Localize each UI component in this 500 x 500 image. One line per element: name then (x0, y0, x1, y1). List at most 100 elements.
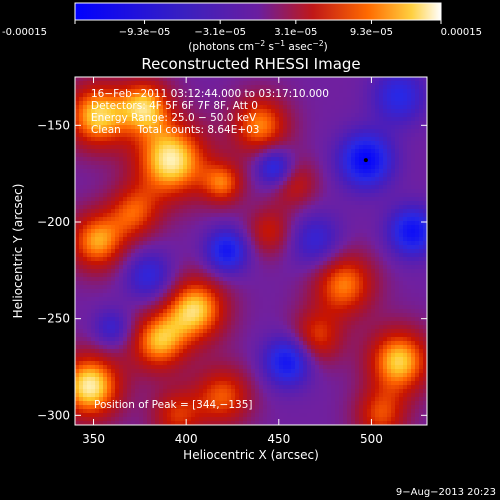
heatmap-cell (131, 189, 136, 194)
heatmap-cell (271, 97, 276, 102)
heatmap-cell (319, 293, 324, 298)
heatmap-cell (203, 289, 208, 294)
heatmap-cell (203, 241, 208, 246)
heatmap-cell (187, 193, 192, 198)
heatmap-cell (79, 273, 84, 278)
heatmap-cell (207, 121, 212, 126)
heatmap-cell (267, 157, 272, 162)
heatmap-cell (379, 81, 384, 86)
heatmap-cell (387, 225, 392, 230)
heatmap-cell (343, 161, 348, 166)
heatmap-cell (187, 125, 192, 130)
heatmap-cell (211, 149, 216, 154)
heatmap-cell (143, 133, 148, 138)
heatmap-cell (171, 153, 176, 158)
heatmap-cell (147, 121, 152, 126)
heatmap-cell (123, 225, 128, 230)
heatmap-cell (171, 285, 176, 290)
heatmap-cell (327, 185, 332, 190)
heatmap-cell (415, 217, 420, 222)
heatmap-cell (355, 257, 360, 262)
heatmap-cell (207, 149, 212, 154)
heatmap-cell (407, 193, 412, 198)
heatmap-cell (423, 245, 427, 250)
heatmap-cell (375, 85, 380, 90)
heatmap-cell (231, 253, 236, 258)
heatmap-cell (367, 185, 372, 190)
heatmap-cell (127, 249, 132, 254)
heatmap-cell (415, 201, 420, 206)
heatmap-cell (319, 225, 324, 230)
heatmap-cell (159, 221, 164, 226)
heatmap-cell (111, 125, 116, 130)
heatmap-cell (91, 141, 96, 146)
heatmap-cell (327, 161, 332, 166)
heatmap-cell (239, 237, 244, 242)
heatmap-cell (387, 281, 392, 286)
heatmap-cell (83, 225, 88, 230)
heatmap-cell (111, 117, 116, 122)
heatmap-cell (355, 113, 360, 118)
heatmap-cell (403, 285, 408, 290)
heatmap-cell (79, 269, 84, 274)
heatmap-cell (419, 77, 424, 82)
heatmap-cell (191, 245, 196, 250)
heatmap-cell (411, 225, 416, 230)
heatmap-cell (119, 197, 124, 202)
heatmap-cell (87, 109, 92, 114)
heatmap-cell (395, 165, 400, 170)
heatmap-cell (419, 281, 424, 286)
heatmap-cell (411, 269, 416, 274)
heatmap-cell (215, 129, 220, 134)
heatmap-cell (155, 273, 160, 278)
heatmap-cell (311, 117, 316, 122)
heatmap-cell (351, 241, 356, 246)
heatmap-cell (299, 157, 304, 162)
heatmap-cell (147, 261, 152, 266)
heatmap-cell (75, 237, 80, 242)
heatmap-cell (363, 149, 368, 154)
heatmap-cell (127, 285, 132, 290)
heatmap-cell (407, 273, 412, 278)
heatmap-cell (199, 233, 204, 238)
heatmap-cell (395, 261, 400, 266)
heatmap-cell (159, 129, 164, 134)
heatmap-cell (219, 221, 224, 226)
heatmap-cell (219, 93, 224, 98)
heatmap-cell (215, 145, 220, 150)
heatmap-cell (199, 273, 204, 278)
heatmap-cell (227, 97, 232, 102)
heatmap-cell (383, 237, 388, 242)
heatmap-cell (343, 169, 348, 174)
heatmap-cell (75, 257, 80, 262)
heatmap-cell (171, 277, 176, 282)
heatmap-cell (395, 293, 400, 298)
heatmap-cell (227, 213, 232, 218)
heatmap-cell (379, 101, 384, 106)
heatmap-cell (347, 89, 352, 94)
heatmap-cell (279, 181, 284, 186)
heatmap-cell (127, 277, 132, 282)
heatmap-cell (359, 105, 364, 110)
heatmap-cell (167, 249, 172, 254)
heatmap-cell (255, 269, 260, 274)
heatmap-cell (283, 237, 288, 242)
heatmap-cell (371, 209, 376, 214)
heatmap-cell (335, 121, 340, 126)
heatmap-cell (275, 201, 280, 206)
heatmap-cell (367, 217, 372, 222)
heatmap-cell (407, 217, 412, 222)
heatmap-cell (203, 281, 208, 286)
heatmap-cell (279, 177, 284, 182)
heatmap-cell (139, 97, 144, 102)
heatmap-cell (87, 169, 92, 174)
heatmap-cell (171, 105, 176, 110)
heatmap-cell (211, 169, 216, 174)
heatmap-cell (195, 129, 200, 134)
heatmap-cell (211, 257, 216, 262)
heatmap-cell (327, 277, 332, 282)
heatmap-cell (91, 97, 96, 102)
heatmap-cell (355, 161, 360, 166)
heatmap-cell (267, 113, 272, 118)
heatmap-cell (379, 97, 384, 102)
